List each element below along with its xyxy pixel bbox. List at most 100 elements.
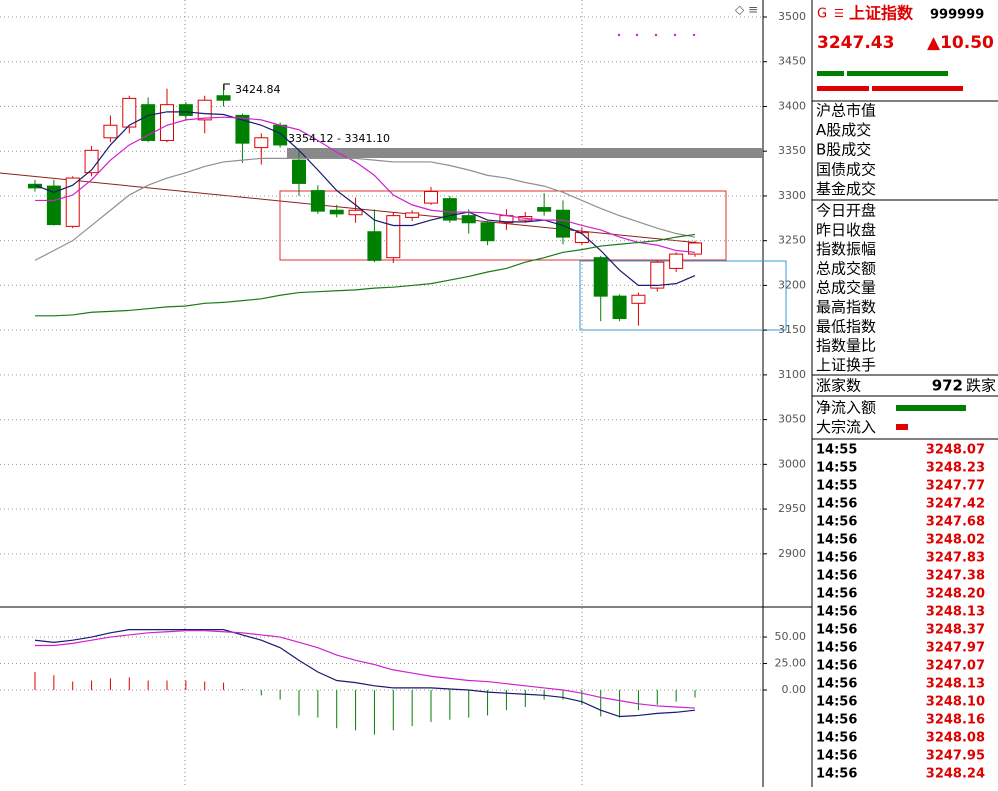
y-tick-label: 2950 [778,502,806,515]
candle-body [273,124,288,146]
stat-label: 今日开盘 [816,202,876,220]
tick-time: 14:55 [816,443,857,458]
stat-label: B股成交 [816,141,871,159]
y-tick-label: 0.00 [782,683,807,696]
candle-body [160,104,174,141]
candle-body [46,185,61,226]
y-tick-label: 3500 [778,10,806,23]
stat-label: 昨日收盘 [816,221,876,239]
tick-price: 3247.77 [926,479,985,494]
tick-price: 3248.08 [926,731,985,746]
ma-line [34,157,696,261]
candle-body [216,95,231,101]
y-tick-label: 3050 [778,413,806,426]
tick-price: 3247.07 [926,659,985,674]
candle-body [28,183,42,189]
candle-body [669,253,684,269]
ma-line [35,630,696,709]
candle-body [122,97,137,128]
tick-time: 14:56 [816,749,857,764]
candle-body [310,190,325,212]
candle-body [367,231,382,261]
candle-body [103,124,118,139]
tick-time: 14:56 [816,641,857,656]
tick-price: 3248.13 [926,677,985,692]
trend-line [0,172,701,244]
y-tick-label: 3000 [778,457,806,470]
ma-line [35,116,696,253]
candle-body [329,209,344,215]
y-tick-label: 3150 [778,323,806,336]
annotation: 3354.12 - 3341.10 [288,132,390,145]
candle-body [386,215,401,259]
fall-count: 972 [932,377,963,395]
y-tick-label: 3200 [778,278,806,291]
volume-bar [847,71,948,76]
tick-price: 3247.42 [926,497,985,512]
icon[interactable]: ◇ ≡ [735,3,758,17]
tick-price: 3248.13 [926,605,985,620]
candle-body [235,114,250,144]
price-zone [287,148,762,158]
tick-price: 3248.07 [926,443,985,458]
ma-line [34,629,696,718]
candle-body [537,207,552,212]
plot: 2900 2950 3000 3050 3100 3150 3200 3250 3300 3350… [0,10,806,735]
tick-price: 3248.02 [926,533,985,548]
tick-time: 14:56 [816,713,857,728]
ma-line [34,111,696,287]
tick-time: 14:56 [816,569,857,584]
annotation-pointer [223,83,230,90]
rise-label: 涨家数 [816,377,861,395]
stat-label: 最低指数 [816,317,876,335]
stat-label: 指数量比 [816,337,876,355]
marker-dots [617,33,696,37]
candle-body [612,295,627,320]
tick-price: 3248.16 [926,713,985,728]
box-red [279,190,727,261]
tick-price: 3248.23 [926,461,985,476]
candle-body [254,137,269,149]
tick-time: 14:56 [816,587,857,602]
candle-body [650,261,665,289]
tick-price: 3248.24 [926,767,985,782]
tick-price: 3247.38 [926,569,985,584]
candle-body [197,99,212,121]
ma-line [35,233,696,317]
y-tick-label: 3350 [778,144,806,157]
tick-time: 14:56 [816,767,857,782]
tick-time: 14:56 [816,677,857,692]
stat-label: 基金成交 [816,180,876,198]
tick-price: 3248.37 [926,623,985,638]
tick-price: 3247.83 [926,551,985,566]
candle-body [480,222,495,242]
candle-body [574,232,589,243]
y-tick-label: 3400 [778,99,806,112]
tick-time: 14:56 [816,515,857,530]
fall-label: 跌家 [966,377,996,395]
y-tick-label: 3100 [778,368,806,381]
tick-price: 3247.97 [926,641,985,656]
volume-bar [872,86,963,91]
flow-bar [896,405,966,411]
stat-label: 上证换手 [816,356,876,374]
stat-label: A股成交 [816,121,871,139]
stat-label: 总成交量 [816,279,876,297]
annotation: 3424.84 [235,83,281,96]
y-tick-label: 3300 [778,189,806,202]
prefix: G [817,7,827,22]
candle-body [292,159,306,184]
tick-time: 14:56 [816,659,857,674]
candle-body [141,104,156,141]
tick-time: 14:56 [816,551,857,566]
y-tick-label: 3250 [778,234,806,247]
flow-bar [896,424,908,430]
candle-body [461,215,476,224]
tick-time: 14:56 [816,731,857,746]
y-tick-label: 3450 [778,55,806,68]
stat-label: 总成交额 [816,259,876,277]
tick-price: 3247.95 [926,749,985,764]
quote-name: 上证指数 [849,4,914,23]
candle-body [348,209,363,216]
tick-price: 3247.68 [926,515,985,530]
